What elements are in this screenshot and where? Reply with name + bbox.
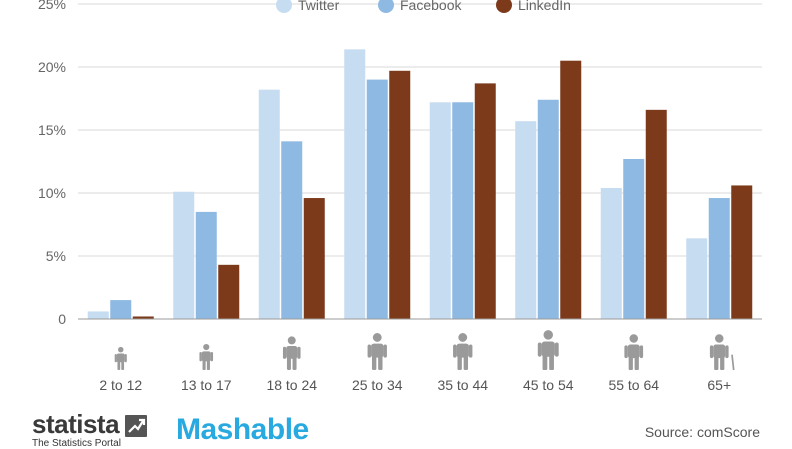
bar-linkedin xyxy=(389,70,411,319)
bar-facebook xyxy=(110,300,132,319)
legend-item-linkedin: LinkedIn xyxy=(496,0,571,13)
child-small-icon xyxy=(114,346,127,370)
legend: Twitter Facebook LinkedIn xyxy=(276,0,571,13)
statista-mark-icon xyxy=(125,415,147,437)
y-tick-label: 25% xyxy=(38,0,66,12)
person-icon xyxy=(282,336,301,370)
y-tick-label: 0 xyxy=(58,311,66,327)
bar-twitter xyxy=(429,102,451,319)
x-category-label: 18 to 24 xyxy=(266,377,317,393)
x-category-label: 25 to 34 xyxy=(352,377,403,393)
x-category-label: 55 to 64 xyxy=(608,377,659,393)
y-tick-label: 10% xyxy=(38,185,66,201)
legend-swatch xyxy=(496,0,512,13)
legend-swatch xyxy=(378,0,394,13)
bar-linkedin xyxy=(303,198,325,319)
mashable-logo: Mashable xyxy=(176,413,309,446)
elderly-with-cane-icon xyxy=(709,334,735,371)
person-large-icon xyxy=(537,330,559,370)
y-tick-label: 20% xyxy=(38,59,66,75)
bar-linkedin xyxy=(132,316,154,319)
person-icon xyxy=(453,333,473,370)
bar-facebook xyxy=(537,99,559,319)
x-category-label: 2 to 12 xyxy=(99,377,142,393)
bar-facebook xyxy=(623,158,645,319)
legend-swatch xyxy=(276,0,292,13)
source-note: Source: comScore xyxy=(644,424,760,440)
x-category-label: 13 to 17 xyxy=(181,377,232,393)
x-category-label: 45 to 54 xyxy=(523,377,574,393)
bar-twitter xyxy=(515,121,537,320)
bar-linkedin xyxy=(218,264,240,319)
legend-label: Twitter xyxy=(298,0,340,13)
bar-facebook xyxy=(281,141,303,319)
bar-facebook xyxy=(452,102,474,319)
x-category-label: 35 to 44 xyxy=(437,377,488,393)
statista-tagline: The Statistics Portal xyxy=(32,438,121,449)
bar-linkedin xyxy=(474,83,496,319)
bar-twitter xyxy=(686,238,708,319)
bar-facebook xyxy=(366,79,388,319)
x-category-label: 65+ xyxy=(707,377,731,393)
child-icon xyxy=(199,343,214,370)
y-tick-label: 15% xyxy=(38,122,66,138)
legend-item-facebook: Facebook xyxy=(378,0,462,13)
bar-linkedin xyxy=(645,109,667,319)
bar-twitter xyxy=(600,187,622,319)
person-icon xyxy=(367,333,387,370)
bar-twitter xyxy=(258,89,280,320)
bar-linkedin xyxy=(560,60,582,319)
bar-twitter xyxy=(87,311,109,319)
bars xyxy=(87,49,753,320)
bar-twitter xyxy=(344,49,366,320)
y-axis-ticks: 0 5% 10% 15% 20% 25% xyxy=(38,0,66,327)
x-axis-categories: 2 to 12 13 to 17 18 to 24 25 to 34 35 to 44 4… xyxy=(99,377,731,393)
bar-twitter xyxy=(173,191,195,319)
legend-item-twitter: Twitter xyxy=(276,0,340,13)
y-tick-label: 5% xyxy=(46,248,66,264)
statista-wordmark: statista xyxy=(32,409,120,439)
bar-facebook xyxy=(195,211,217,319)
legend-label: LinkedIn xyxy=(518,0,571,13)
age-icons xyxy=(114,330,735,371)
bar-facebook xyxy=(708,198,730,319)
bar-linkedin xyxy=(731,185,753,319)
person-icon xyxy=(624,334,644,370)
legend-label: Facebook xyxy=(400,0,462,13)
statista-logo: statista The Statistics Portal xyxy=(32,409,162,449)
